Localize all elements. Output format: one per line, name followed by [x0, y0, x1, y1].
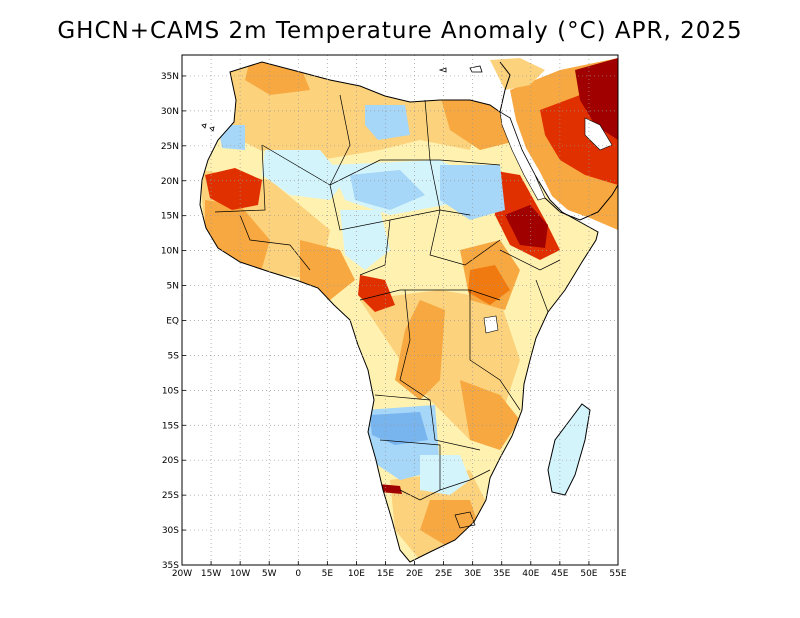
longitude-label: 5E: [322, 569, 334, 579]
red-sea: [499, 111, 546, 201]
latitude-label: 5N: [167, 282, 179, 292]
latitude-label: 5S: [168, 351, 180, 361]
graticule: [182, 55, 618, 565]
latitude-label: 30N: [161, 107, 179, 117]
longitude-label: 10E: [348, 569, 365, 579]
latitude-label: 30S: [162, 526, 179, 536]
latitude-label: 10N: [161, 247, 179, 257]
latitude-label: 15S: [162, 421, 179, 431]
longitude-label: 30E: [464, 569, 481, 579]
longitude-label: 15W: [201, 569, 221, 579]
latitude-label: 10S: [162, 386, 179, 396]
latitude-label: 20S: [162, 456, 179, 466]
mediterranean-east-coast: [499, 61, 511, 113]
map-title: GHCN+CAMS 2m Temperature Anomaly (°C) AP…: [57, 18, 743, 44]
longitude-label: 5W: [262, 569, 277, 579]
longitude-label: 45E: [551, 569, 568, 579]
madagascar: [547, 403, 591, 496]
latitude-labels: 35N 30N 25N 20N 15N 10N 5N EQ 5S 10S 15S 20S 25S 30S 3…: [161, 72, 179, 571]
latitude-label: EQ: [166, 316, 179, 326]
latitude-label: 20N: [161, 177, 179, 187]
longitude-label: 15E: [377, 569, 394, 579]
longitude-label: 55E: [609, 569, 626, 579]
longitude-label: 0: [295, 569, 301, 579]
latitude-label: 35S: [162, 561, 179, 571]
latitude-label: 35N: [161, 72, 179, 82]
africa-coastline: [199, 61, 599, 563]
longitude-label: 50E: [580, 569, 597, 579]
longitude-label: 40E: [522, 569, 539, 579]
longitude-label: 25E: [435, 569, 452, 579]
latitude-label: 25S: [162, 491, 179, 501]
islands: [201, 65, 483, 132]
longitude-label: 35E: [493, 569, 510, 579]
longitude-labels: 20W 15W 10W 5W 0 5E 10E 15E 20E 25E 30E 35E 40E 45E 50…: [172, 569, 627, 579]
longitude-label: 20E: [406, 569, 423, 579]
map-frame: [181, 54, 619, 566]
lake-victoria: [483, 315, 499, 334]
longitude-label: 20W: [172, 569, 192, 579]
axis-ticks: [181, 75, 619, 566]
longitude-label: 10W: [230, 569, 250, 579]
latitude-label: 15N: [161, 212, 179, 222]
arabia-region: [490, 58, 618, 230]
latitude-label: 25N: [161, 142, 179, 152]
persian-gulf: [584, 117, 613, 151]
country-borders: [214, 94, 561, 529]
